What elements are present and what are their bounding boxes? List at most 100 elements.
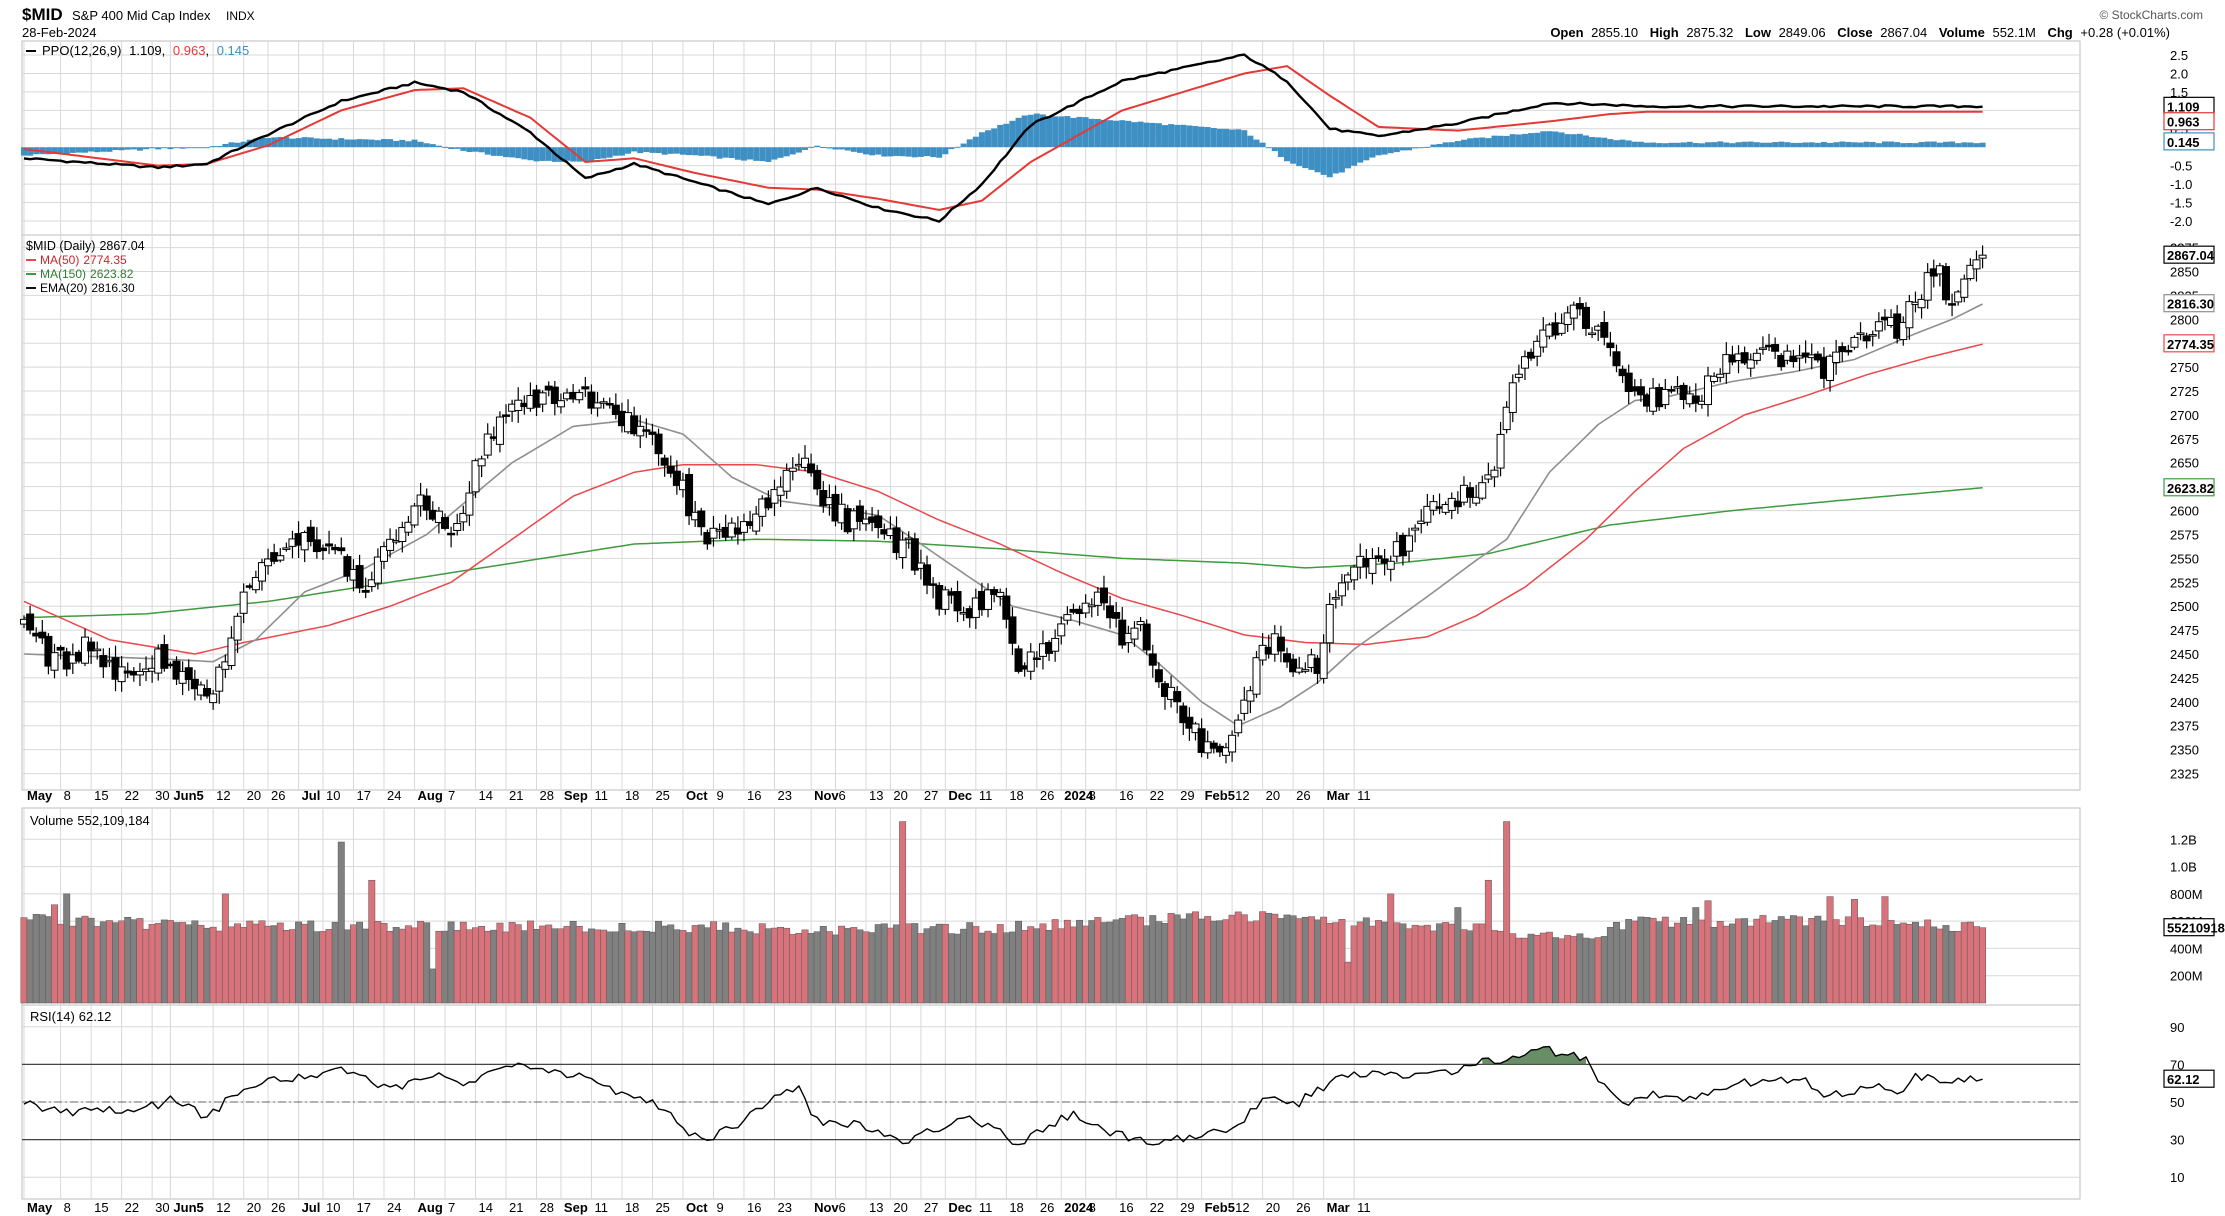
price-candle (1783, 344, 1792, 365)
ppo-histogram-bar (167, 147, 174, 150)
volume-bar (1722, 925, 1730, 1004)
price-candle (593, 391, 602, 417)
x-tick-label: 9 (716, 788, 723, 803)
ppo-histogram-bar (149, 147, 156, 149)
candle-body (1002, 595, 1011, 620)
volume-bar (130, 919, 138, 1004)
price-candle (1490, 466, 1499, 488)
ppo-histogram-bar (710, 147, 717, 157)
x-tick-label: 29 (1180, 788, 1194, 803)
ppo-histogram-bar (252, 138, 259, 148)
candle-body (1862, 335, 1871, 342)
ppo-histogram-bar (1265, 147, 1272, 149)
candle-body (410, 505, 419, 526)
volume-bar (978, 932, 986, 1004)
candle-body (1032, 657, 1041, 661)
ppo-histogram-bar (112, 147, 119, 151)
volume-bar (1515, 937, 1523, 1004)
ppo-histogram-bar (789, 147, 796, 155)
volume-bar (758, 923, 766, 1004)
ppo-y-tick-label: -0.5 (2170, 159, 2192, 174)
ppo-signal-value-label: 0.963 (2163, 112, 2215, 131)
price-candle (1405, 527, 1414, 562)
ppo-histogram-bar (808, 146, 815, 148)
ppo-histogram-bar (69, 147, 76, 153)
candle-body (1917, 298, 1926, 309)
volume-bar (618, 923, 626, 1004)
volume-bar (1143, 925, 1151, 1004)
candle-body (465, 492, 474, 516)
ppo-histogram-bar (197, 147, 204, 149)
volume-bar (276, 922, 284, 1004)
x-tick-label-bottom: 13 (869, 1200, 883, 1215)
volume-bar (1362, 917, 1370, 1004)
ppo-histogram-bar (1820, 141, 1827, 148)
price-candle (1252, 651, 1261, 698)
candle-body (239, 591, 248, 614)
ppo-histogram-bar (1338, 147, 1345, 173)
ppo-histogram-bar (82, 147, 89, 153)
candle-body (1228, 734, 1237, 753)
x-tick-label-bottom: 2024 (1064, 1200, 1094, 1215)
x-tick-label-bottom: 20 (893, 1200, 907, 1215)
ppo-histogram-bar (1814, 142, 1821, 148)
candle-body (1154, 669, 1163, 683)
ma50-last-label: 2774.35 (2163, 334, 2215, 353)
volume-bar (929, 926, 937, 1004)
ppo-legend-hist: 0.145 (217, 43, 250, 58)
candle-body (1972, 259, 1981, 270)
volume-bar (423, 922, 431, 1004)
price-candle (1899, 316, 1908, 346)
price-candle (1746, 353, 1755, 377)
volume-bar (1924, 919, 1932, 1004)
volume-bar (1155, 921, 1163, 1004)
price-candle (1350, 564, 1359, 590)
ppo-histogram-bar (1692, 143, 1699, 148)
candle-body (910, 538, 919, 571)
x-tick-label-bottom: 20 (247, 1200, 261, 1215)
price-candle (1032, 651, 1041, 668)
volume-bar (112, 922, 119, 1004)
candle-body (1014, 648, 1023, 672)
price-candle (1966, 258, 1975, 281)
price-candle (953, 580, 962, 623)
price-candle (1832, 339, 1841, 375)
volume-bar (545, 924, 553, 1004)
volume-bar (1021, 930, 1029, 1004)
volume-bar (93, 926, 101, 1004)
price-candle (581, 376, 590, 397)
rsi-line (23, 1045, 1983, 1146)
rsi-legend: RSI(14) 62.12 (30, 1009, 111, 1024)
ppo-histogram-bar (460, 147, 467, 151)
price-candle (1581, 302, 1590, 336)
ppo-signal-line (23, 65, 1983, 211)
candle-body (1606, 342, 1615, 349)
candle-body (1106, 605, 1115, 619)
volume-bar (1674, 922, 1681, 1004)
x-tick-label: 8 (64, 788, 71, 803)
volume-bar (850, 927, 858, 1004)
x-tick-label-bottom: 16 (747, 1200, 761, 1215)
volume-bar (411, 927, 418, 1004)
ppo-histogram-bar (1436, 143, 1443, 148)
x-tick-label: Jul (302, 788, 321, 803)
ppo-histogram-bar (1546, 131, 1553, 148)
volume-bar (1527, 933, 1535, 1004)
ppo-histogram-bar (1503, 135, 1510, 148)
volume-bar (1375, 920, 1382, 1004)
volume-bar (136, 918, 144, 1004)
ppo-histogram-bar (1369, 147, 1376, 158)
price-candle (538, 390, 547, 413)
ppo-histogram-bar (1717, 141, 1724, 148)
volume-bar (57, 923, 65, 1004)
price-y-tick-label: 2350 (2170, 743, 2199, 758)
ppo-histogram-bar (380, 139, 387, 148)
ppo-histogram-bar (448, 147, 455, 150)
price-legend: $MID (Daily) 2867.04 MA(50) 2774.35 MA(150… (26, 239, 145, 295)
ppo-histogram-bar (1412, 147, 1419, 149)
candle-body (1502, 406, 1511, 431)
price-candle (1112, 602, 1121, 628)
volume-bar (1027, 926, 1035, 1004)
candle-body (184, 667, 193, 680)
ppo-histogram-bar (722, 147, 729, 158)
